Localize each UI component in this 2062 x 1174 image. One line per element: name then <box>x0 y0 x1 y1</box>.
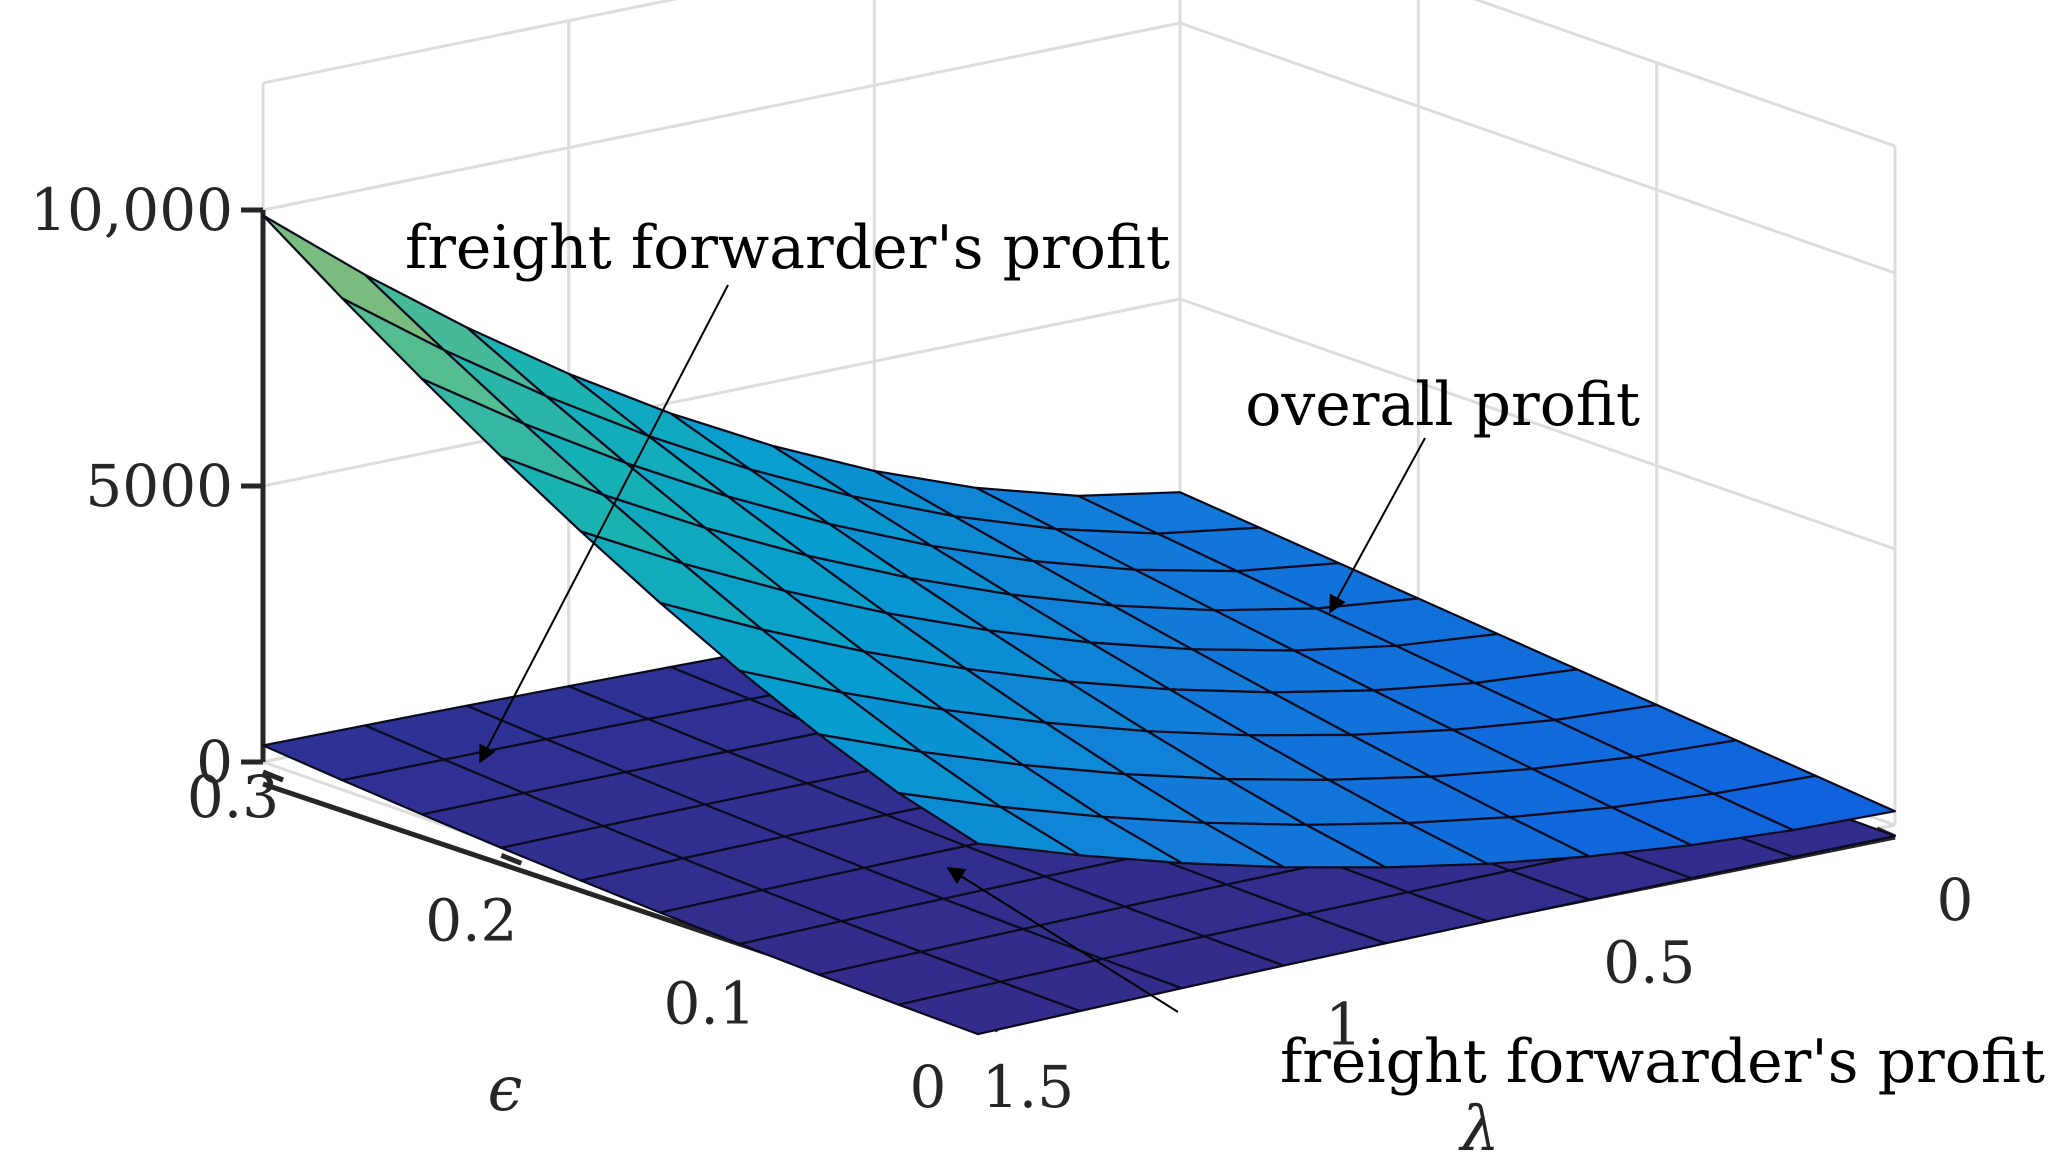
annotation-ff-bottom-text: freight forwarder's profit <box>1280 1027 2045 1097</box>
epsilon-tick <box>262 769 284 783</box>
grid-line <box>1472 0 1896 148</box>
lambda-axis-label: λ <box>1457 1092 1499 1165</box>
epsilon-tick-label: 0.3 <box>187 763 279 831</box>
lambda-tick-label: 1 <box>1325 991 1362 1059</box>
grid-line <box>262 297 1181 488</box>
epsilon-tick-label: 0.1 <box>664 970 756 1038</box>
lambda-tick-label: 0.5 <box>1603 928 1695 996</box>
lambda-tick-label: 0 <box>1937 866 1974 934</box>
grid-line <box>1179 297 1896 551</box>
epsilon-axis-label: ϵ <box>488 1052 523 1125</box>
surface-facet <box>897 791 1082 857</box>
annotation-overall-text: overall profit <box>1245 370 1640 440</box>
annotation-ff-top: freight forwarder's profit <box>405 213 1170 764</box>
surface-facet <box>897 980 1082 1036</box>
annotation-ff-top-text: freight forwarder's profit <box>405 213 1170 283</box>
epsilon-tick <box>500 853 523 866</box>
grid-line <box>262 21 1181 212</box>
annotation-ff-bottom: freight forwarder's profit <box>946 867 2045 1097</box>
grid-line <box>262 0 678 85</box>
z-tick-label: 5000 <box>85 452 233 520</box>
epsilon-tick-label: 0.2 <box>425 886 517 954</box>
annotation-overall: overall profit <box>1245 370 1640 614</box>
overall-profit-surface <box>261 214 1897 869</box>
z-tick-label: 10,000 <box>30 176 233 244</box>
grid-line <box>1179 21 1896 275</box>
epsilon-tick-label: 0 <box>910 1053 947 1121</box>
z-tick-label: 0 <box>196 728 233 796</box>
lambda-tick-label: 1.5 <box>982 1053 1074 1121</box>
